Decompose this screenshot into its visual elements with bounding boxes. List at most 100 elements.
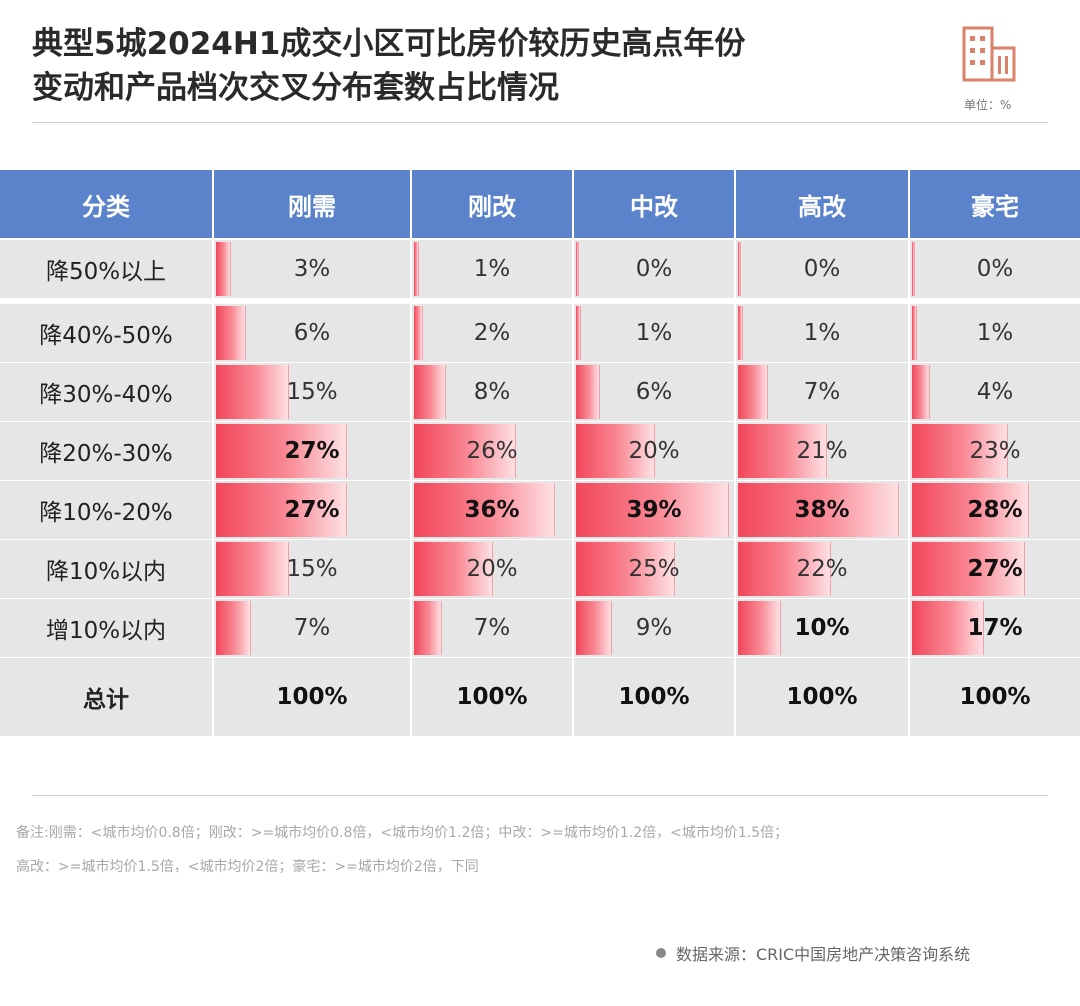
building-icon	[962, 26, 1016, 82]
data-label: 28%	[967, 497, 1023, 523]
data-bar	[912, 542, 1025, 596]
data-bar	[576, 483, 729, 537]
table-cell: 0%	[574, 240, 734, 298]
data-label: 0%	[635, 256, 673, 282]
data-label: 0%	[803, 256, 841, 282]
data-bar	[912, 306, 917, 360]
data-bar	[738, 483, 899, 537]
data-bar	[576, 601, 612, 655]
data-label: 21%	[796, 438, 848, 464]
data-label: 9%	[635, 615, 673, 641]
data-bar	[414, 365, 446, 419]
table-cell: 27%	[910, 540, 1080, 598]
data-bar	[912, 424, 1008, 478]
table-cell: 22%	[736, 540, 908, 598]
table-cell: 36%	[412, 481, 572, 539]
title-line-1: 典型5城2024H1成交小区可比房价较历史高点年份	[32, 26, 746, 62]
table-cell: 26%	[412, 422, 572, 480]
data-label: 3%	[293, 256, 331, 282]
total-value: 100%	[618, 684, 690, 710]
table-cell: 0%	[736, 240, 908, 298]
header-zhonggai: 中改	[574, 170, 734, 238]
data-label: 20%	[466, 556, 518, 582]
data-label: 4%	[976, 379, 1014, 405]
data-label: 36%	[464, 497, 520, 523]
total-label: 总计	[0, 658, 212, 736]
row-label: 降20%-30%	[0, 422, 212, 480]
note-line-1: 备注:刚需：<城市均价0.8倍；刚改：>=城市均价0.8倍，<城市均价1.2倍；…	[16, 825, 789, 841]
data-bar	[414, 242, 419, 296]
header-category: 分类	[0, 170, 212, 238]
table-cell: 1%	[412, 240, 572, 298]
row-label: 增10%以内	[0, 599, 212, 657]
row-label: 降50%以上	[0, 240, 212, 298]
table-cell: 1%	[574, 304, 734, 362]
data-label: 22%	[796, 556, 848, 582]
table-cell: 1%	[736, 304, 908, 362]
data-bar	[216, 365, 289, 419]
data-bar	[216, 424, 347, 478]
data-label: 0%	[976, 256, 1014, 282]
note-line-2: 高改：>=城市均价1.5倍，<城市均价2倍；豪宅：>=城市均价2倍，下同	[16, 859, 479, 875]
bullet-icon	[656, 948, 666, 958]
row-label: 降10%-20%	[0, 481, 212, 539]
table-cell: 20%	[574, 422, 734, 480]
data-label: 38%	[794, 497, 850, 523]
data-label: 6%	[635, 379, 673, 405]
row-label: 降30%-40%	[0, 363, 212, 421]
total-cell: 100%	[214, 658, 410, 736]
table-cell: 1%	[910, 304, 1080, 362]
table-cell: 7%	[736, 363, 908, 421]
data-bar	[576, 365, 600, 419]
data-bar	[738, 365, 768, 419]
data-label: 25%	[628, 556, 680, 582]
data-label: 1%	[473, 256, 511, 282]
header-gangai: 刚改	[412, 170, 572, 238]
data-bar	[912, 242, 915, 296]
data-bar	[216, 242, 231, 296]
table-cell: 15%	[214, 540, 410, 598]
table-cell: 10%	[736, 599, 908, 657]
data-bar	[576, 242, 579, 296]
table-cell: 27%	[214, 422, 410, 480]
data-label: 39%	[626, 497, 682, 523]
table-cell: 9%	[574, 599, 734, 657]
table-cell: 7%	[214, 599, 410, 657]
table-cell: 7%	[412, 599, 572, 657]
row-label: 降10%以内	[0, 540, 212, 598]
table-cell: 27%	[214, 481, 410, 539]
header-gaogai: 高改	[736, 170, 908, 238]
table-cell: 0%	[910, 240, 1080, 298]
data-source: 数据来源：CRIC中国房地产决策咨询系统	[656, 941, 970, 965]
data-label: 2%	[473, 320, 511, 346]
total-cell: 100%	[412, 658, 572, 736]
data-label: 1%	[976, 320, 1014, 346]
data-label: 1%	[635, 320, 673, 346]
data-bar	[576, 424, 655, 478]
data-label: 17%	[967, 615, 1023, 641]
data-label: 15%	[286, 556, 338, 582]
data-label: 7%	[473, 615, 511, 641]
total-cell: 100%	[736, 658, 908, 736]
table-cell: 39%	[574, 481, 734, 539]
data-bar	[216, 542, 289, 596]
data-bar	[414, 542, 493, 596]
data-bar	[912, 483, 1029, 537]
data-bar	[414, 601, 442, 655]
data-bar	[216, 601, 251, 655]
data-bar	[738, 242, 741, 296]
table-cell: 6%	[574, 363, 734, 421]
total-value: 100%	[786, 684, 858, 710]
total-value: 100%	[276, 684, 348, 710]
bottom-divider	[32, 795, 1048, 796]
data-bar	[576, 542, 675, 596]
data-bar	[912, 365, 930, 419]
unit-label: 单位：%	[964, 98, 1012, 112]
data-bar	[738, 424, 827, 478]
title-line-2: 变动和产品档次交叉分布套数占比情况	[32, 70, 559, 106]
data-bar	[414, 306, 423, 360]
header-haozhai: 豪宅	[910, 170, 1080, 238]
data-bar	[912, 601, 984, 655]
header-gangxu: 刚需	[214, 170, 410, 238]
table-cell: 8%	[412, 363, 572, 421]
